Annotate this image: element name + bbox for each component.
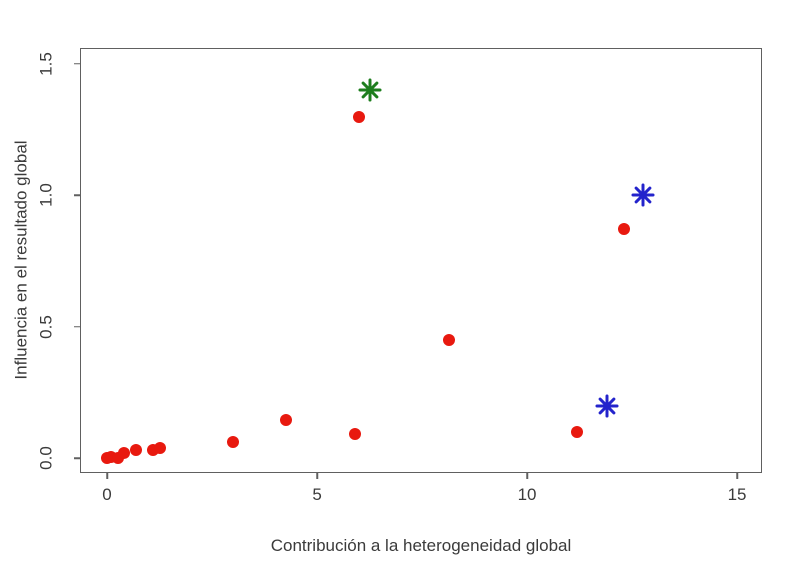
study-point <box>353 110 366 123</box>
x-tick-mark <box>526 472 528 479</box>
study-point <box>227 436 240 449</box>
x-tick-label: 5 <box>312 485 322 504</box>
y-tick-mark <box>74 194 81 197</box>
y-tick-label: 0.5 <box>36 314 56 339</box>
x-axis-title: Contribución a la heterogeneidad global <box>270 536 572 555</box>
y-axis-title: Influencia en el resultado global <box>11 140 31 380</box>
x-tick-mark <box>736 472 738 479</box>
study-point <box>130 444 143 457</box>
y-tick-label: 0.0 <box>36 446 56 470</box>
study-point <box>571 425 584 438</box>
y-tick-mark <box>74 457 81 459</box>
study-point <box>153 441 166 454</box>
x-tick-label: 15 <box>727 485 747 504</box>
highlight-green-asterisk-marker <box>358 78 382 102</box>
study-point <box>117 446 130 459</box>
x-tick-label: 0 <box>102 485 112 504</box>
x-tick-mark <box>106 472 108 479</box>
x-tick-label: 10 <box>517 485 537 504</box>
y-tick-label: 1.0 <box>36 183 56 208</box>
y-tick-label: 1.5 <box>36 52 56 76</box>
y-tick-mark <box>74 325 81 328</box>
y-tick-mark <box>74 63 81 65</box>
highlight-blue-asterisk-marker <box>631 183 655 207</box>
highlight-blue-asterisk-marker <box>595 394 619 418</box>
plot-area: 0 5 10 15 0.0 0.5 1.0 1.5 <box>37 48 762 503</box>
study-point <box>279 413 292 426</box>
x-tick-mark <box>316 472 318 479</box>
study-point <box>443 333 456 346</box>
study-point <box>617 223 630 236</box>
study-point <box>348 428 361 441</box>
